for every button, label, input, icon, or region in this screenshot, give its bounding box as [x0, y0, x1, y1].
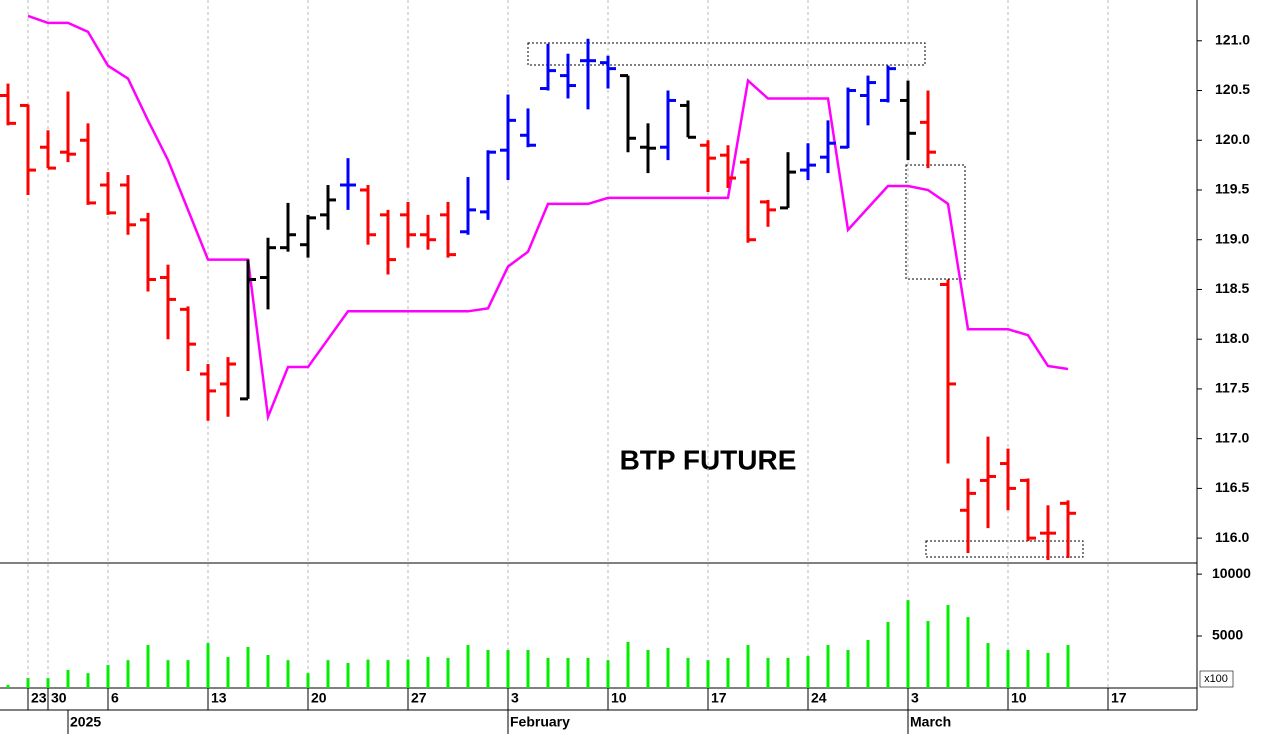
volume-bar — [106, 665, 110, 688]
volume-bar — [26, 678, 30, 688]
volume-bar — [986, 643, 990, 688]
volume-bar — [466, 645, 470, 688]
volume-bar — [886, 622, 890, 688]
volume-bar — [206, 643, 210, 688]
volume-bar — [426, 657, 430, 688]
volume-bar — [726, 657, 730, 688]
x-tick-label: 17 — [1111, 690, 1127, 706]
x-tick-label: 3 — [911, 690, 919, 706]
volume-bar — [266, 654, 270, 688]
volume-bar — [866, 639, 870, 688]
volume-bar — [1066, 645, 1070, 688]
x-tick-label: 27 — [411, 690, 427, 706]
highlight-box — [925, 540, 1084, 558]
y-tick-label: 119.5 — [1215, 181, 1249, 197]
volume-bar — [486, 650, 490, 688]
y-tick-label: 120.5 — [1215, 81, 1250, 97]
y-tick-label: 120.0 — [1215, 131, 1250, 147]
volume-bar — [306, 673, 310, 688]
volume-bar — [566, 657, 570, 688]
volume-bar — [846, 650, 850, 688]
indicator-line — [27, 14, 1069, 422]
x-tick-label: 17 — [711, 690, 727, 706]
volume-bar — [806, 655, 810, 688]
volume-bar — [626, 641, 630, 688]
x-tick-label: 24 — [811, 690, 827, 706]
volume-bar — [1026, 650, 1030, 688]
volume-bar — [766, 657, 770, 688]
volume-bar — [606, 660, 610, 688]
volume-bar — [366, 659, 370, 688]
volume-bar — [86, 673, 90, 688]
volume-bar — [386, 660, 390, 688]
x-tick-label: 10 — [1011, 690, 1027, 706]
volume-bar — [706, 660, 710, 688]
volume-bar — [446, 657, 450, 688]
y-tick-label: 10000 — [1212, 565, 1251, 581]
volume-bar — [826, 645, 830, 688]
volume-bar — [686, 657, 690, 688]
y-tick-label: 117.5 — [1215, 380, 1249, 396]
volume-bar — [926, 621, 930, 688]
y-tick-label: 117.0 — [1215, 429, 1249, 445]
volume-bar — [186, 660, 190, 688]
volume-bar — [406, 659, 410, 688]
volume-bar — [126, 660, 130, 688]
volume-bar — [786, 657, 790, 688]
volume-bar — [346, 663, 350, 688]
y-tick-label: 118.0 — [1215, 330, 1249, 346]
volume-bar — [1046, 652, 1050, 688]
volume-bar — [66, 670, 70, 688]
x-tick-label: 3 — [511, 690, 519, 706]
x-tick-label: 13 — [211, 690, 227, 706]
y-tick-label: 5000 — [1212, 627, 1243, 643]
volume-bar — [906, 600, 910, 688]
x-tick-label: 20 — [311, 690, 327, 706]
volume-bar — [666, 648, 670, 688]
volume-bar — [286, 660, 290, 688]
volume-bar — [46, 678, 50, 688]
volume-bar — [946, 605, 950, 688]
volume-bar — [166, 660, 170, 688]
x-tick-label: 6 — [111, 690, 119, 706]
x-tick-label: 30 — [51, 690, 67, 706]
y-tick-label: 118.5 — [1215, 280, 1249, 296]
highlight-box — [905, 164, 966, 280]
volume-bar — [586, 657, 590, 688]
x-tick-label: 10 — [611, 690, 627, 706]
y-tick-label: 119.0 — [1215, 230, 1249, 246]
volume-bar — [646, 650, 650, 688]
month-label: March — [910, 714, 951, 730]
unit-box — [1199, 670, 1234, 688]
volume-bar — [966, 617, 970, 688]
volume-bar — [226, 657, 230, 688]
month-label: February — [510, 714, 570, 730]
y-tick-label: 121.0 — [1215, 31, 1250, 47]
volume-bar — [506, 650, 510, 688]
volume-bar — [746, 645, 750, 688]
volume-bar — [6, 684, 10, 688]
volume-bar — [326, 660, 330, 688]
month-label: 2025 — [70, 714, 101, 730]
y-tick-label: 116.5 — [1215, 479, 1249, 495]
volume-bar — [526, 650, 530, 688]
y-tick-label: 116.0 — [1215, 529, 1249, 545]
highlight-box — [527, 42, 926, 66]
volume-bar — [246, 647, 250, 688]
volume-bar — [546, 657, 550, 688]
x-tick-label: 23 — [31, 690, 47, 706]
volume-bar — [1006, 650, 1010, 688]
volume-bar — [146, 645, 150, 688]
unit-label: x100 — [1204, 673, 1228, 685]
